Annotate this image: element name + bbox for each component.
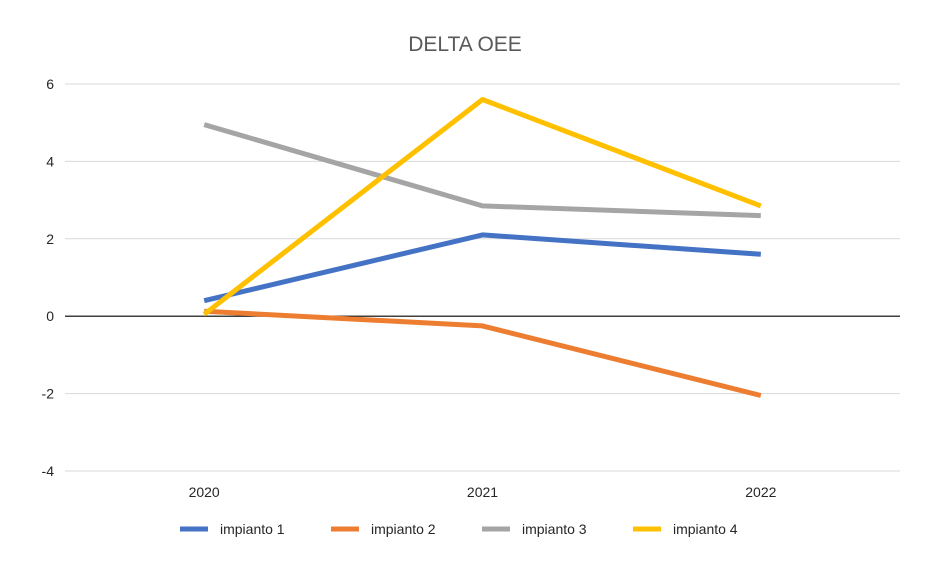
y-axis-tick-labels: -4 -2 0 2 4 6 bbox=[42, 76, 55, 479]
gridlines bbox=[65, 83, 900, 472]
y-tick-label: 6 bbox=[46, 76, 54, 92]
legend-label: impianto 1 bbox=[220, 521, 285, 537]
series-line-impianto-1 bbox=[203, 232, 761, 304]
x-tick-label: 2020 bbox=[189, 484, 220, 500]
x-axis-tick-labels: 2020 2021 2022 bbox=[189, 484, 777, 500]
y-tick-label: -4 bbox=[42, 463, 55, 479]
y-tick-label: -2 bbox=[42, 386, 55, 402]
y-tick-label: 4 bbox=[46, 153, 54, 169]
x-tick-label: 2022 bbox=[745, 484, 776, 500]
legend-item: impianto 3 bbox=[482, 521, 587, 537]
legend-item: impianto 2 bbox=[331, 521, 436, 537]
chart-title: DELTA OEE bbox=[408, 33, 522, 56]
legend-label: impianto 4 bbox=[673, 521, 738, 537]
legend-label: impianto 3 bbox=[522, 521, 587, 537]
x-tick-label: 2021 bbox=[467, 484, 498, 500]
legend: impianto 1 impianto 2 impianto 3 impianto 4 bbox=[180, 521, 738, 537]
y-tick-label: 2 bbox=[46, 231, 54, 247]
legend-label: impianto 2 bbox=[371, 521, 436, 537]
legend-item: impianto 1 bbox=[180, 521, 285, 537]
y-tick-label: 0 bbox=[46, 308, 54, 324]
series-line-impianto-2 bbox=[204, 308, 762, 398]
series-line-impianto-4 bbox=[202, 97, 762, 317]
legend-item: impianto 4 bbox=[633, 521, 738, 537]
series-line-impianto-3 bbox=[203, 122, 761, 219]
series-lines bbox=[202, 97, 762, 398]
